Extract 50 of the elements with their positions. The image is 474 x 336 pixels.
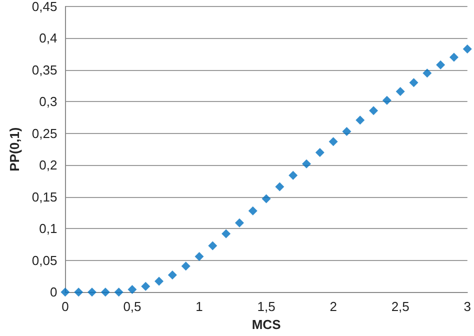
x-tick-label: 1 <box>196 299 203 314</box>
point <box>248 206 258 216</box>
x-tick-label: 2,5 <box>391 299 410 314</box>
point <box>396 87 405 96</box>
point <box>315 148 324 157</box>
x-tick-label: 2 <box>330 299 337 314</box>
y-tick-label: 0,3 <box>39 94 58 110</box>
point <box>288 170 298 180</box>
y-tick-label: 0,45 <box>32 0 58 14</box>
y-axis-title: PP(0,1) <box>7 127 22 172</box>
point <box>60 288 70 297</box>
point <box>409 78 418 88</box>
point <box>328 137 338 146</box>
point <box>181 262 190 271</box>
point <box>436 60 446 70</box>
y-tick-label: 0,1 <box>39 221 58 236</box>
y-tick-label: 0,05 <box>32 252 58 268</box>
y-tick-label: 0,35 <box>32 62 58 78</box>
point <box>234 218 244 228</box>
point <box>302 159 312 168</box>
y-tick-label: 0,15 <box>32 189 58 204</box>
point <box>114 288 124 297</box>
x-tick-label: 0 <box>62 299 69 314</box>
point <box>141 282 150 291</box>
x-tick-label: 1,5 <box>257 299 276 314</box>
point <box>369 106 378 116</box>
x-axis-title: MCS <box>252 317 282 332</box>
point <box>356 116 365 125</box>
point <box>382 96 392 105</box>
point <box>88 288 97 297</box>
point <box>462 44 472 54</box>
x-tick-label: 0,5 <box>123 299 142 314</box>
y-tick-label: 0,25 <box>32 126 58 141</box>
point <box>128 285 137 294</box>
point <box>262 194 271 204</box>
point <box>74 288 84 297</box>
point <box>422 68 432 78</box>
point <box>342 127 352 136</box>
point <box>194 252 204 262</box>
point <box>100 288 110 297</box>
point <box>208 241 218 250</box>
point <box>275 182 284 192</box>
point <box>168 270 177 280</box>
y-tick-label: 0 <box>50 284 58 300</box>
x-tick-label: 3 <box>464 299 471 314</box>
y-tick-label: 0,2 <box>39 158 58 173</box>
y-tick-label: 0,4 <box>39 30 58 46</box>
point <box>222 229 231 238</box>
point <box>449 52 458 62</box>
point <box>154 276 164 286</box>
